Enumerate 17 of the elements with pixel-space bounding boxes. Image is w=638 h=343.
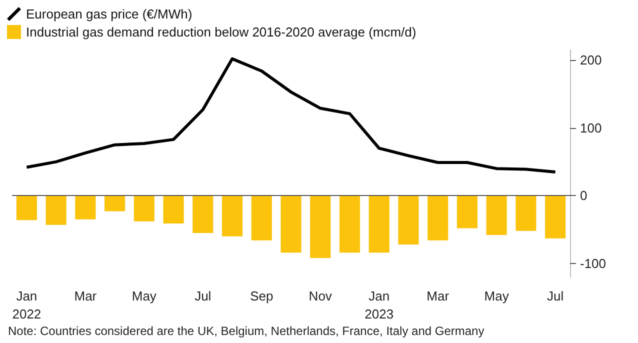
text: Note: Countries considered are the UK, Belgium, Netherlands, France, Italy and Germany [8,324,484,338]
x-tick-label: Nov [308,288,332,304]
legend-label: Industrial gas demand reduction below 2016-2020 average (mcm/d) [26,24,416,40]
x-tick-label: Jan 2022 [12,288,42,322]
y-tick-label: -100 [580,256,606,271]
x-tick-label: Jan 2023 [364,288,394,322]
x-tick-label: Jul [547,288,564,304]
x-tick-label: May [132,288,157,304]
x-tick-label: May [484,288,510,304]
x-tick-label: Mar [74,288,98,304]
y-tick-label: 200 [580,52,602,68]
x-tick-label: Sep [250,288,274,304]
x-tick-label: Mar [426,288,450,304]
legend-label: European gas price (€/MWh) [26,6,192,22]
y-tick-label: 0 [580,188,588,204]
y-tick-label: 100 [580,120,602,136]
x-tick-label: Jul [194,288,212,304]
